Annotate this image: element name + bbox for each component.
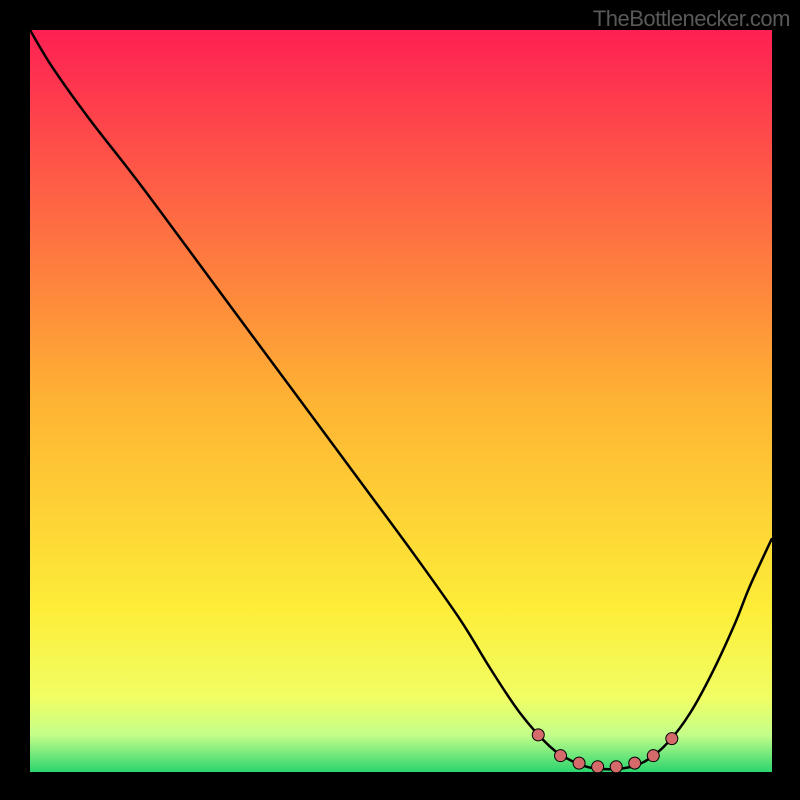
minimum-marker — [647, 750, 659, 762]
chart-container: TheBottlenecker.com — [0, 0, 800, 800]
minimum-marker — [592, 761, 604, 773]
chart-overlay — [0, 0, 800, 800]
minimum-marker — [629, 757, 641, 769]
watermark: TheBottlenecker.com — [593, 6, 790, 32]
minimum-marker — [666, 733, 678, 745]
minimum-marker — [532, 729, 544, 741]
minimum-marker — [573, 757, 585, 769]
bottleneck-curve — [30, 30, 772, 769]
minimum-marker — [610, 761, 622, 773]
minimum-marker — [555, 750, 567, 762]
